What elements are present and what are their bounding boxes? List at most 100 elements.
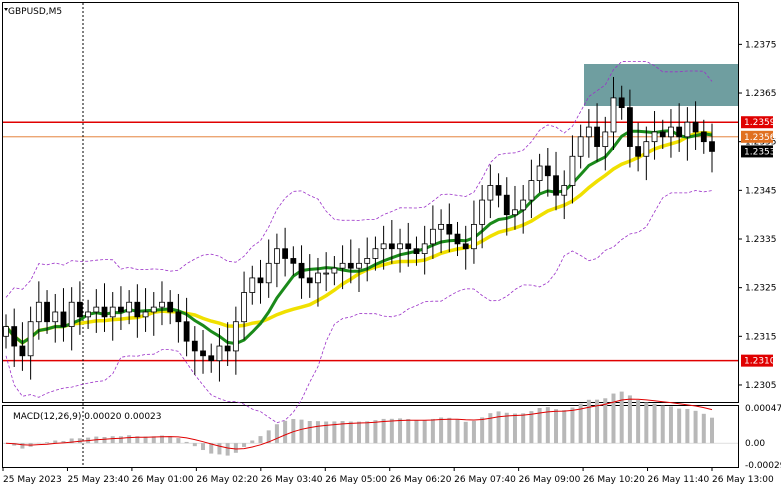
candle-body [372,248,379,259]
macd-histogram-bar [250,440,255,444]
candle-body [331,267,338,274]
candle [109,292,116,341]
candle-body [676,126,683,138]
candle-body [610,97,617,133]
macd-histogram-bar [381,418,386,444]
bollinger-lower [5,190,713,424]
candle-body [536,165,543,182]
time-tick-label: 26 May 05:00 [325,475,387,485]
candle [487,164,494,219]
candle [339,245,346,290]
candle [364,237,371,282]
macd-histogram-bar [192,443,197,447]
candle [429,205,436,259]
candle [274,233,280,288]
candle [503,177,510,236]
last-price-tag-bg [741,145,773,158]
macd-histogram-bar [340,421,345,444]
macd-histogram-bar [619,391,624,444]
macd-label: MACD(12,26,9) 0.00020 0.00023 [13,412,162,422]
candle-body [142,311,149,318]
macd-histogram-bar [201,443,206,451]
symbol-label: GBPUSD,M5 [8,7,62,17]
candle [421,225,428,275]
candle-body [126,301,133,313]
macd-histogram-bar [545,407,550,444]
candle [183,297,190,357]
candle-body [635,146,642,157]
candle-body [618,97,625,109]
candle-body [118,306,124,313]
candle-body [298,262,305,279]
candle [331,256,338,286]
macd-histogram-bar [233,443,238,453]
candle [569,135,576,204]
candle [561,170,568,220]
time-tick-label: 26 May 10:20 [583,475,645,485]
macd-histogram-bar [398,418,403,444]
macd-histogram-bar [143,436,148,444]
candle-body [306,277,313,284]
candle-body [232,321,239,352]
candle [618,85,625,120]
candle-body [183,321,190,342]
resistance-price-tag-bg [741,116,773,129]
candle-body [175,311,182,323]
candle-body [569,155,576,186]
candle [175,293,182,343]
candle [462,225,469,270]
candle [257,259,264,304]
macd-histogram-bar [357,421,361,444]
candle [167,290,174,325]
candle-body [709,141,715,152]
macd-tick-label: 0.00047 [745,404,781,414]
candle-body [159,301,165,308]
last-price-tag: 1.2353 [744,147,776,157]
candle [306,254,313,298]
price-tick-label: 1.2335 [745,235,777,245]
time-tick-label: 26 May 06:20 [390,475,452,485]
candle-body [323,272,330,275]
macd-histogram-bar [537,408,542,444]
candle-body [52,311,59,323]
macd-histogram-bar [332,421,337,444]
candle [27,306,34,380]
candle-body [520,199,527,211]
candle [627,89,633,168]
candle-body [290,258,297,264]
candle [585,109,592,158]
time-tick-label: 26 May 13:00 [712,475,774,485]
candle-body [561,185,568,196]
support-price-tag-bg [741,354,773,367]
candle-body [668,126,674,138]
candle-body [528,180,535,201]
candle [651,111,658,160]
macd-histogram-bar [315,421,320,444]
macd-plot-frame [2,405,739,468]
bid-price-tag-bg [741,130,773,143]
candle [191,326,198,375]
macd-histogram-bar [69,438,74,444]
candle [60,288,67,342]
candle-body [93,306,100,313]
time-tick-label: 26 May 01:00 [132,475,194,485]
candle [224,322,231,366]
macd-histogram-bar [414,420,419,444]
macd-histogram-bar [668,406,673,444]
candle [101,283,108,332]
candle [635,122,642,172]
time-tick-label: 25 May 23:40 [67,475,129,485]
macd-histogram-bar [176,438,181,444]
candle-body [241,292,247,323]
candle-body [356,262,362,269]
candle-body [659,131,666,138]
macd-histogram-bar [422,420,427,444]
candle-body [27,321,34,357]
candle [495,173,502,208]
macd-histogram-bar [504,412,509,444]
bid-price-tag: 1.2356 [744,133,776,143]
macd-histogram-bar [439,417,444,444]
time-tick-label: 26 May 09:00 [519,475,581,485]
candle-body [249,277,256,293]
macd-histogram-bar [636,400,641,444]
